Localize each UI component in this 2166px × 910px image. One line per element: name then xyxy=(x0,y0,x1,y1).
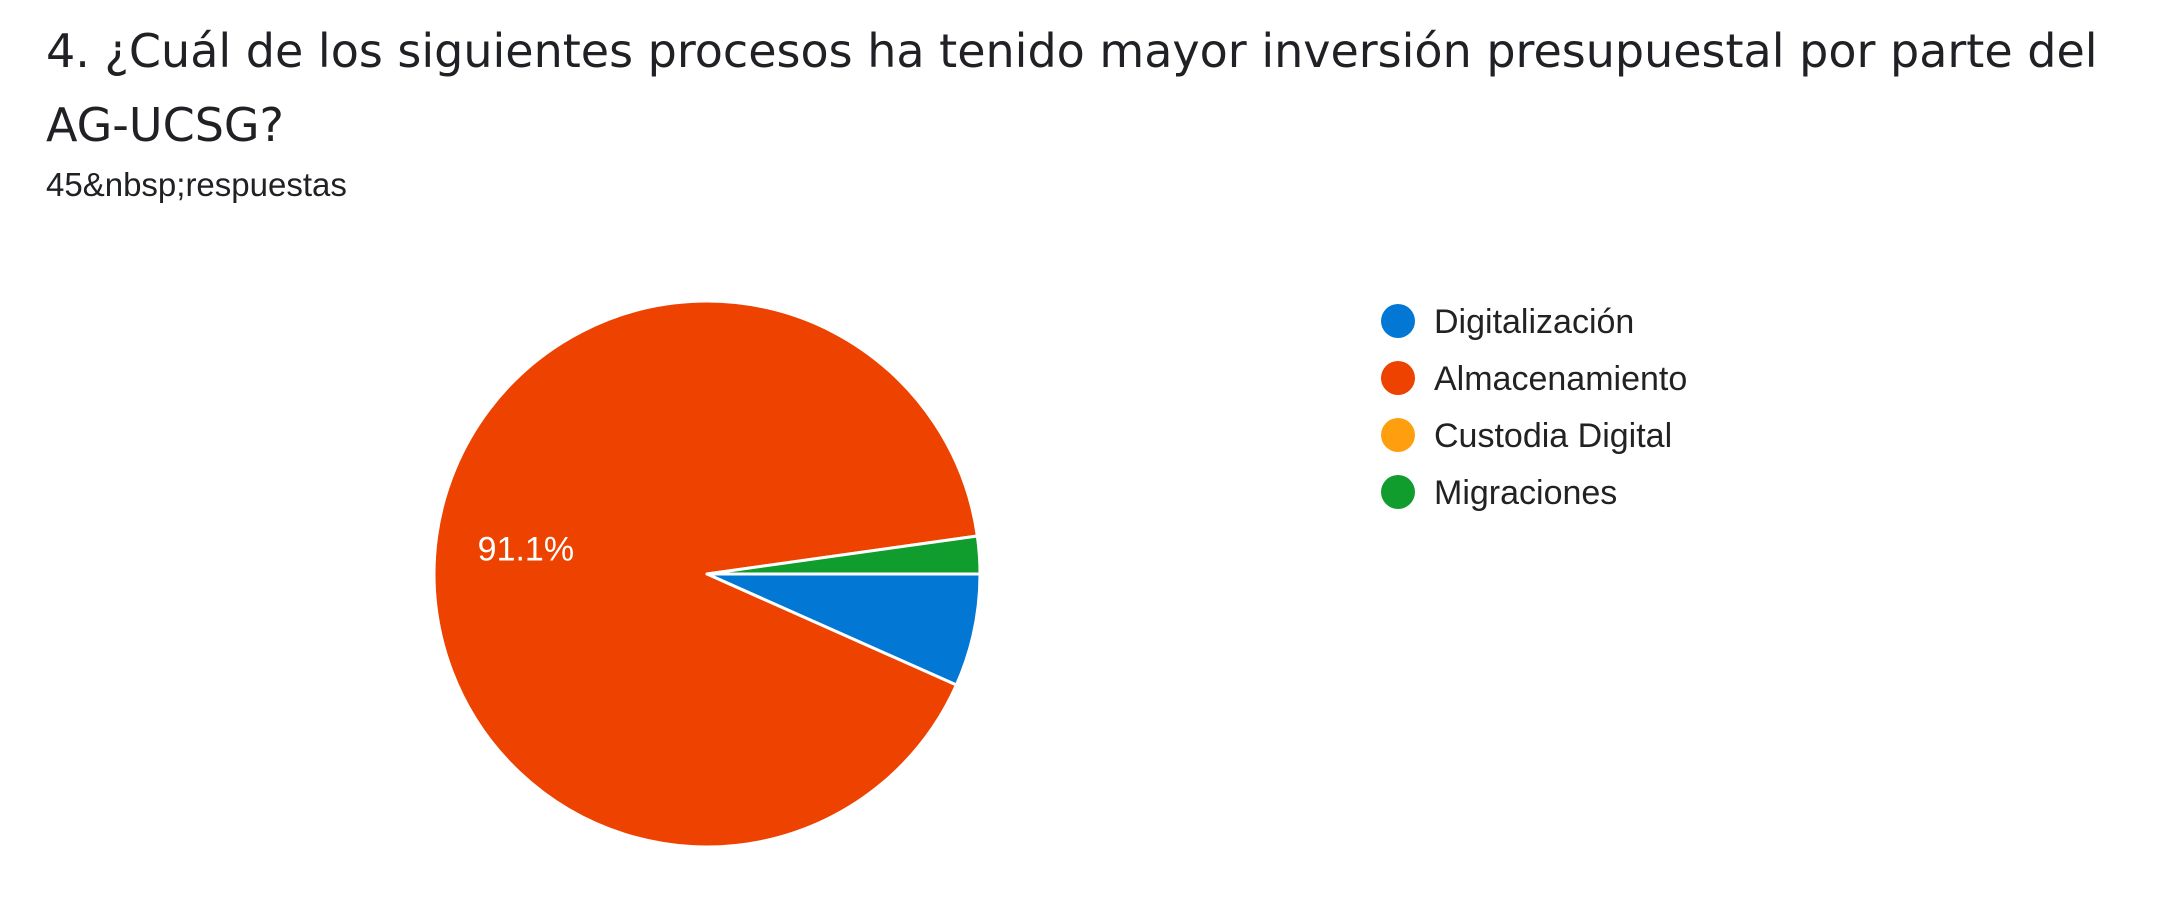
response-count: 45&nbsp;respuestas xyxy=(46,166,347,203)
legend-label-custodia-digital: Custodia Digital xyxy=(1434,417,1672,455)
pie-slice-migraciones xyxy=(705,534,982,576)
legend-swatch-digitalizacion xyxy=(1381,304,1415,338)
pie-slices xyxy=(432,299,982,849)
chart-legend: Digitalización Almacenamiento Custodia Dig… xyxy=(1381,303,1687,512)
legend-label-digitalizacion: Digitalización xyxy=(1434,303,1634,341)
legend-label-almacenamiento: Almacenamiento xyxy=(1434,360,1687,398)
legend-swatch-almacenamiento xyxy=(1381,361,1415,395)
pie-slice-digitalizacion xyxy=(705,572,982,687)
legend-label-migraciones: Migraciones xyxy=(1434,474,1617,512)
legend-swatch-migraciones xyxy=(1381,475,1415,509)
legend-swatch-custodia-digital xyxy=(1381,418,1415,452)
slice-label-almacenamiento: 91.1% xyxy=(478,531,574,569)
pie-slice-labels: 91.1% xyxy=(478,531,574,569)
question-title: 4. ¿Cuál de los siguientes procesos ha t… xyxy=(46,24,2098,152)
